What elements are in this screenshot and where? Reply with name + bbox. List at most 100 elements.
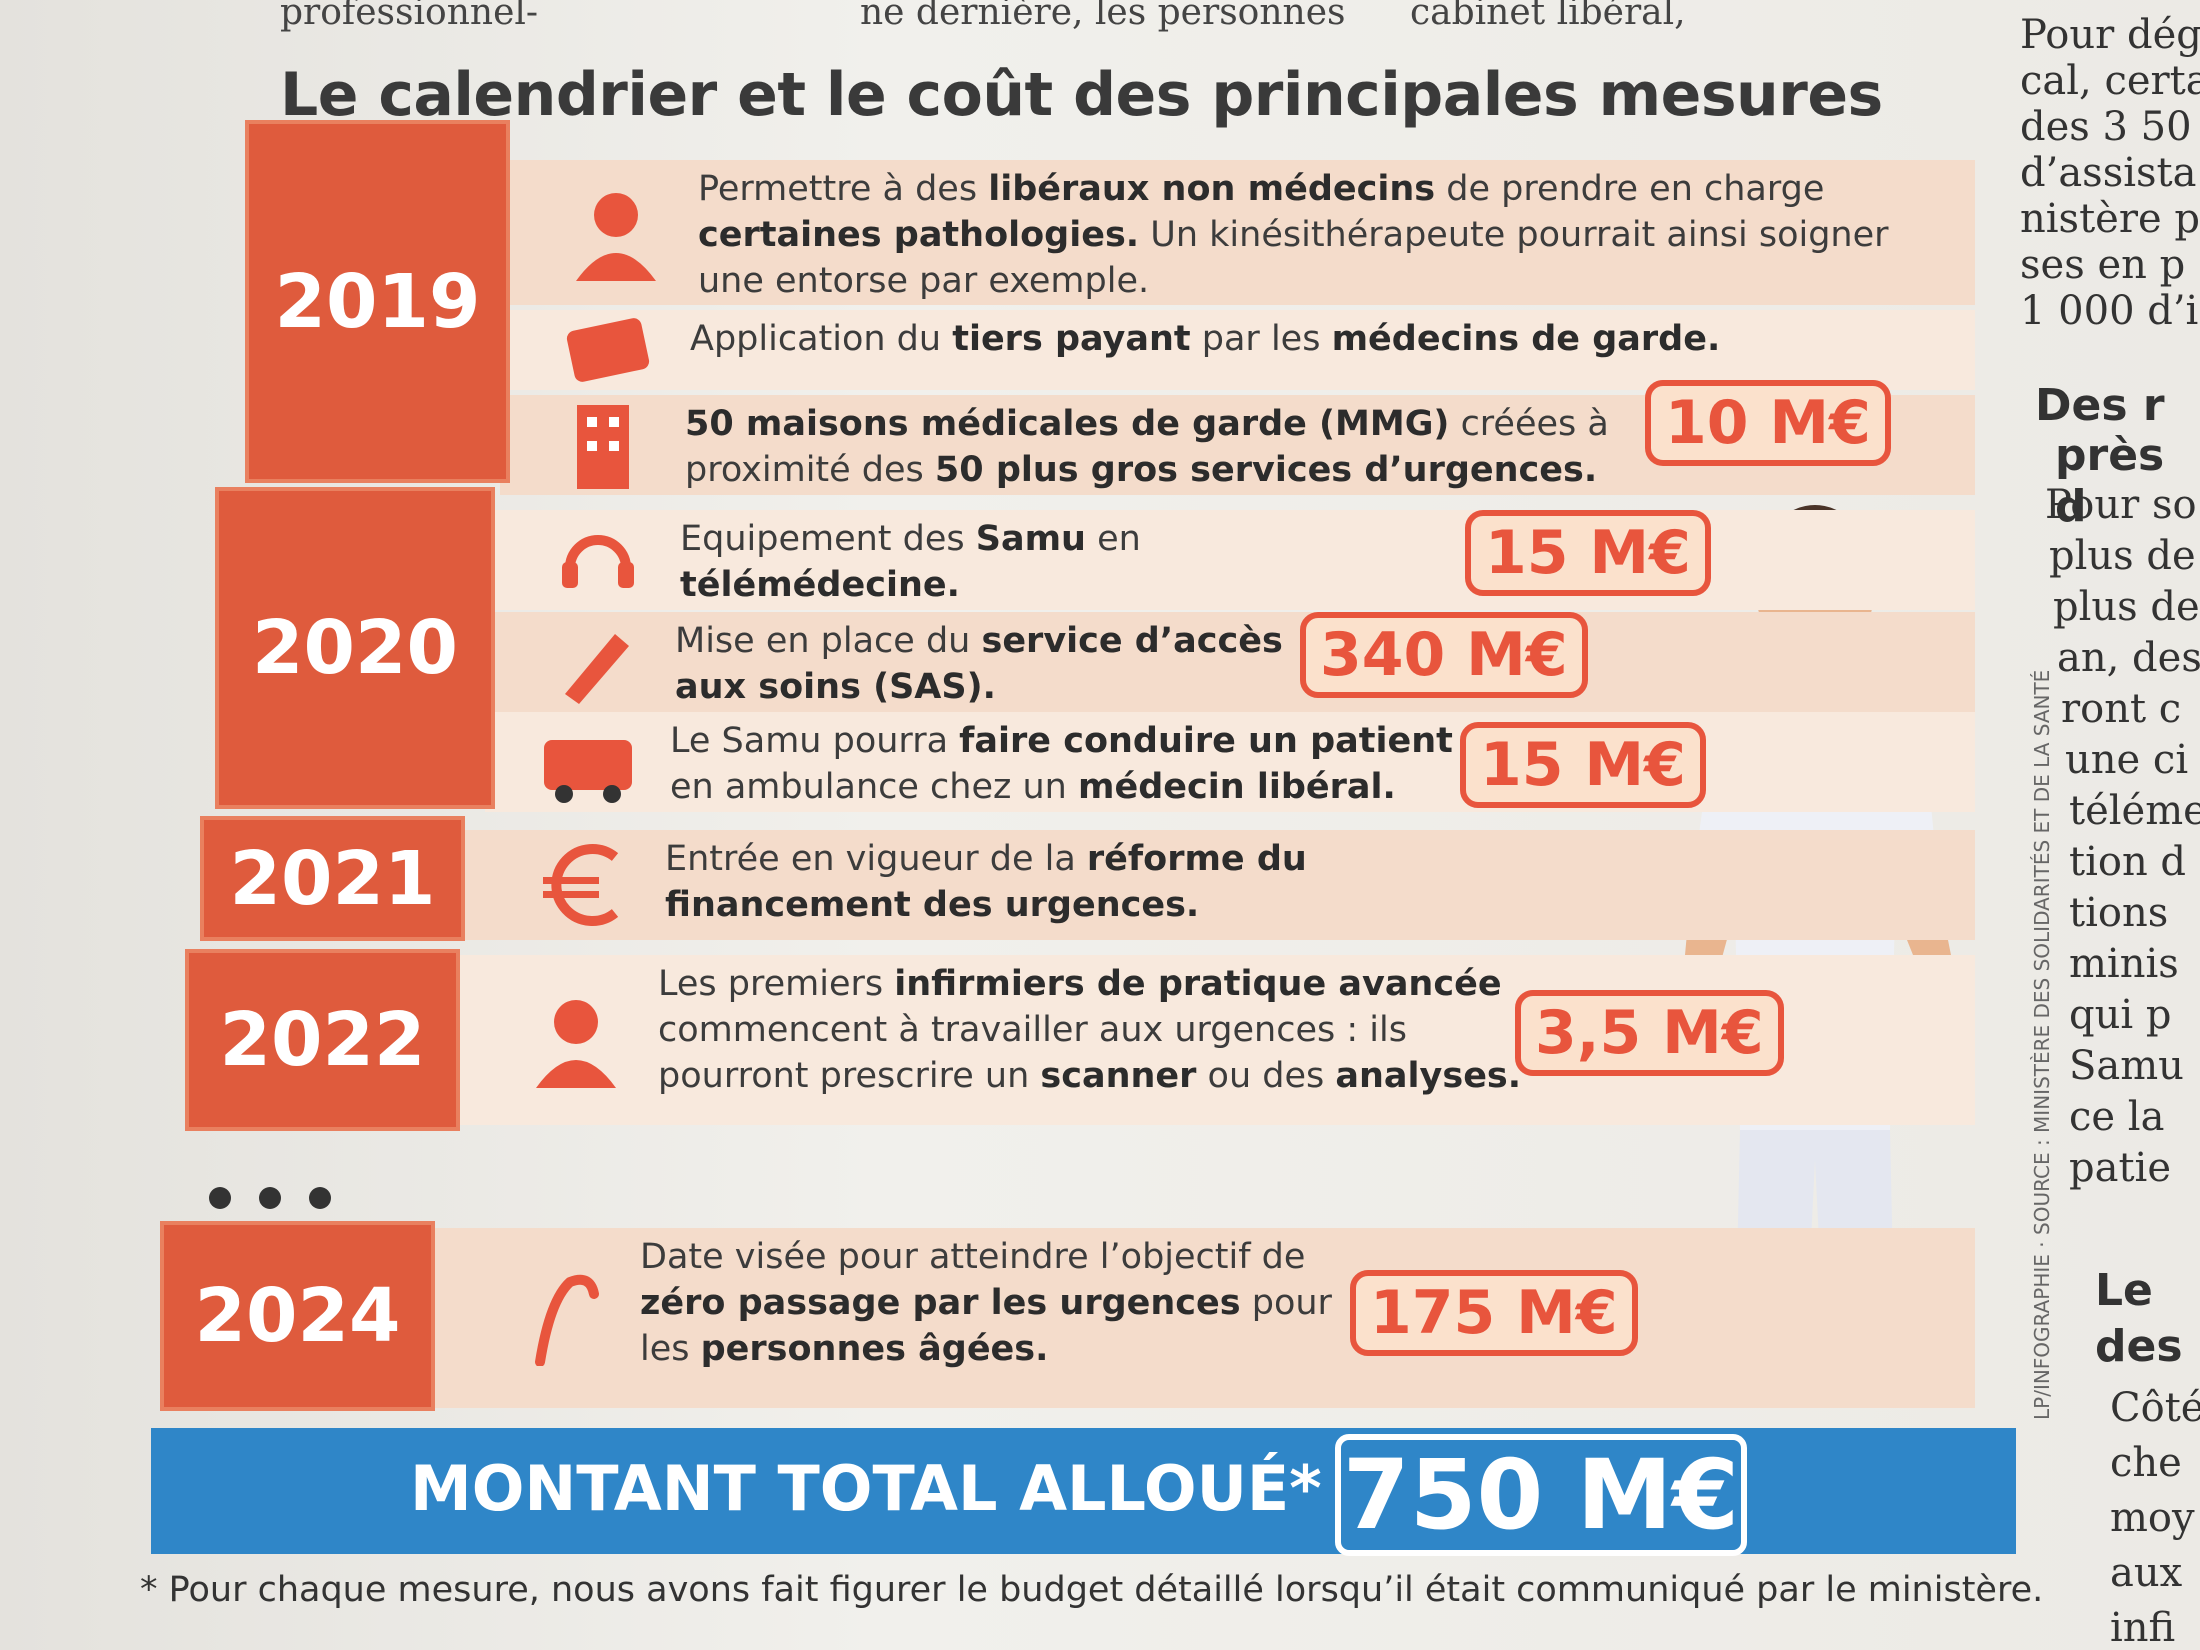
timeline-strip [500,310,1975,390]
bold-text: faire conduire un patient [959,721,1453,761]
column-line: patie [2069,1145,2171,1191]
timeline-strip [455,830,1975,940]
column-line: nistère p [2020,196,2200,242]
bold-text: infirmiers de pratique avancée [894,964,1502,1004]
year-block: 2021 [200,816,465,941]
column-line: an, des [2057,635,2200,681]
icon-graphic [565,634,629,704]
ellipsis-dots [200,1183,340,1217]
icon-graphic [577,405,629,489]
measure-text: Date visée pour atteindre l’objectif de … [640,1234,1340,1372]
column-line: infi [2110,1605,2176,1650]
cost-badge: 10 M€ [1645,380,1891,466]
column-line: Samu [2069,1043,2184,1089]
icon-graphic [562,535,634,588]
timeline-strip [485,510,1975,610]
year-block: 2020 [215,487,495,809]
column-line: plus de [2053,584,2200,630]
text: pour les [640,1283,1332,1369]
measure-text: Entrée en vigueur de la réforme du finan… [665,836,1385,928]
text: Permettre à des [698,169,989,209]
column-line: qui p [2069,992,2172,1038]
column-line: Côté [2110,1385,2200,1431]
bold-text: tiers payant [952,319,1191,359]
measure-icon [535,837,631,933]
cost-badge: 3,5 M€ [1515,990,1784,1076]
bold-text: médecin libéral. [1078,767,1396,807]
timeline-strip [425,1228,1975,1408]
source-credit: LP/INFOGRAPHIE · SOURCE : MINISTÈRE DES … [2030,669,2054,1420]
icon-graphic [535,1274,599,1367]
column-line: d’assista [2020,150,2197,196]
measure-icon [568,185,664,281]
column-line: des 3 50 [2020,104,2192,150]
measure-text: Equipement des Samu en télémédecine. [680,516,1380,608]
column-line: moy [2110,1495,2195,1541]
bold-text: libéraux non médecins [988,169,1436,209]
infographic-title: Le calendrier et le coût des principales… [280,60,1883,130]
measure-text: Le Samu pourra faire conduire un patient… [670,718,1470,810]
measure-icon [510,1270,606,1367]
year-block: 2022 [185,949,460,1131]
bold-text: zéro passage par les urgences [640,1283,1241,1323]
icon-graphic [566,318,650,382]
icon-graphic [544,740,632,803]
year-block: 2019 [245,120,510,483]
icon-graphic [536,1000,616,1088]
bold-text: analyses. [1335,1056,1522,1096]
column-heading: près d [2055,430,2165,532]
measure-icon [545,614,641,710]
footnote: * Pour chaque mesure, nous avons fait fi… [140,1570,2044,1610]
text: ou des [1196,1056,1336,1096]
column-line: Pour so [2045,482,2197,528]
cost-badge: 340 M€ [1300,612,1588,698]
column-line: che [2110,1440,2182,1486]
total-amount: 750 M€ [1335,1434,1747,1556]
bold-text: scanner [1040,1056,1197,1096]
text: Entrée en vigueur de la [665,839,1087,879]
bold-text: médecins de garde. [1331,319,1721,359]
text: Le Samu pourra [670,721,960,761]
timeline-strip [485,612,1975,712]
bold-text: 50 maisons médicales de garde (MMG) [685,404,1450,444]
column-line: ront c [2061,686,2182,732]
year-block: 2024 [160,1221,435,1411]
column-heading: Des r [2035,380,2165,431]
bold-text: réforme du financement des urgences. [665,839,1307,925]
text: par les [1190,319,1332,359]
bold-text: personnes âgées. [700,1329,1049,1369]
column-line: tion d [2069,839,2187,885]
column-line: ses en p [2020,242,2186,288]
bold-text: Samu [975,519,1086,559]
column-line: plus de [2049,533,2196,579]
column-line: cal, certa [2020,58,2200,104]
column-heading: des [2095,1321,2183,1372]
bold-text: télémédecine. [680,565,960,605]
cost-badge: 15 M€ [1460,722,1706,808]
measure-icon [560,302,656,398]
column-line: 1 000 d’i [2020,288,2199,334]
text: Mise en place du [675,621,982,661]
column-line: une ci [2065,737,2189,783]
text: en ambulance chez un [670,767,1078,807]
column-fragment: cabinet libéral, [1410,0,1686,33]
column-line: ce la [2069,1094,2165,1140]
cost-badge: 175 M€ [1350,1270,1638,1356]
measure-text: 50 maisons médicales de garde (MMG) créé… [685,401,1615,493]
text: de prendre en charge [1435,169,1825,209]
text: en [1085,519,1141,559]
column-line: téléme [2069,788,2200,834]
total-bar [151,1428,2016,1554]
timeline-strip [485,712,1975,812]
column-line: minis [2069,941,2179,987]
text: Application du [690,319,953,359]
column-heading: Le [2095,1265,2153,1316]
measure-icon [550,512,646,608]
bold-text: certaines pathologies. [698,215,1140,255]
icon-graphic [576,192,656,281]
text: Equipement des [680,519,976,559]
text: créées à proximité des [685,404,1609,490]
column-line: Pour déga [2020,12,2200,58]
text: Un kinésithérapeute pourrait ainsi soign… [698,215,1889,301]
